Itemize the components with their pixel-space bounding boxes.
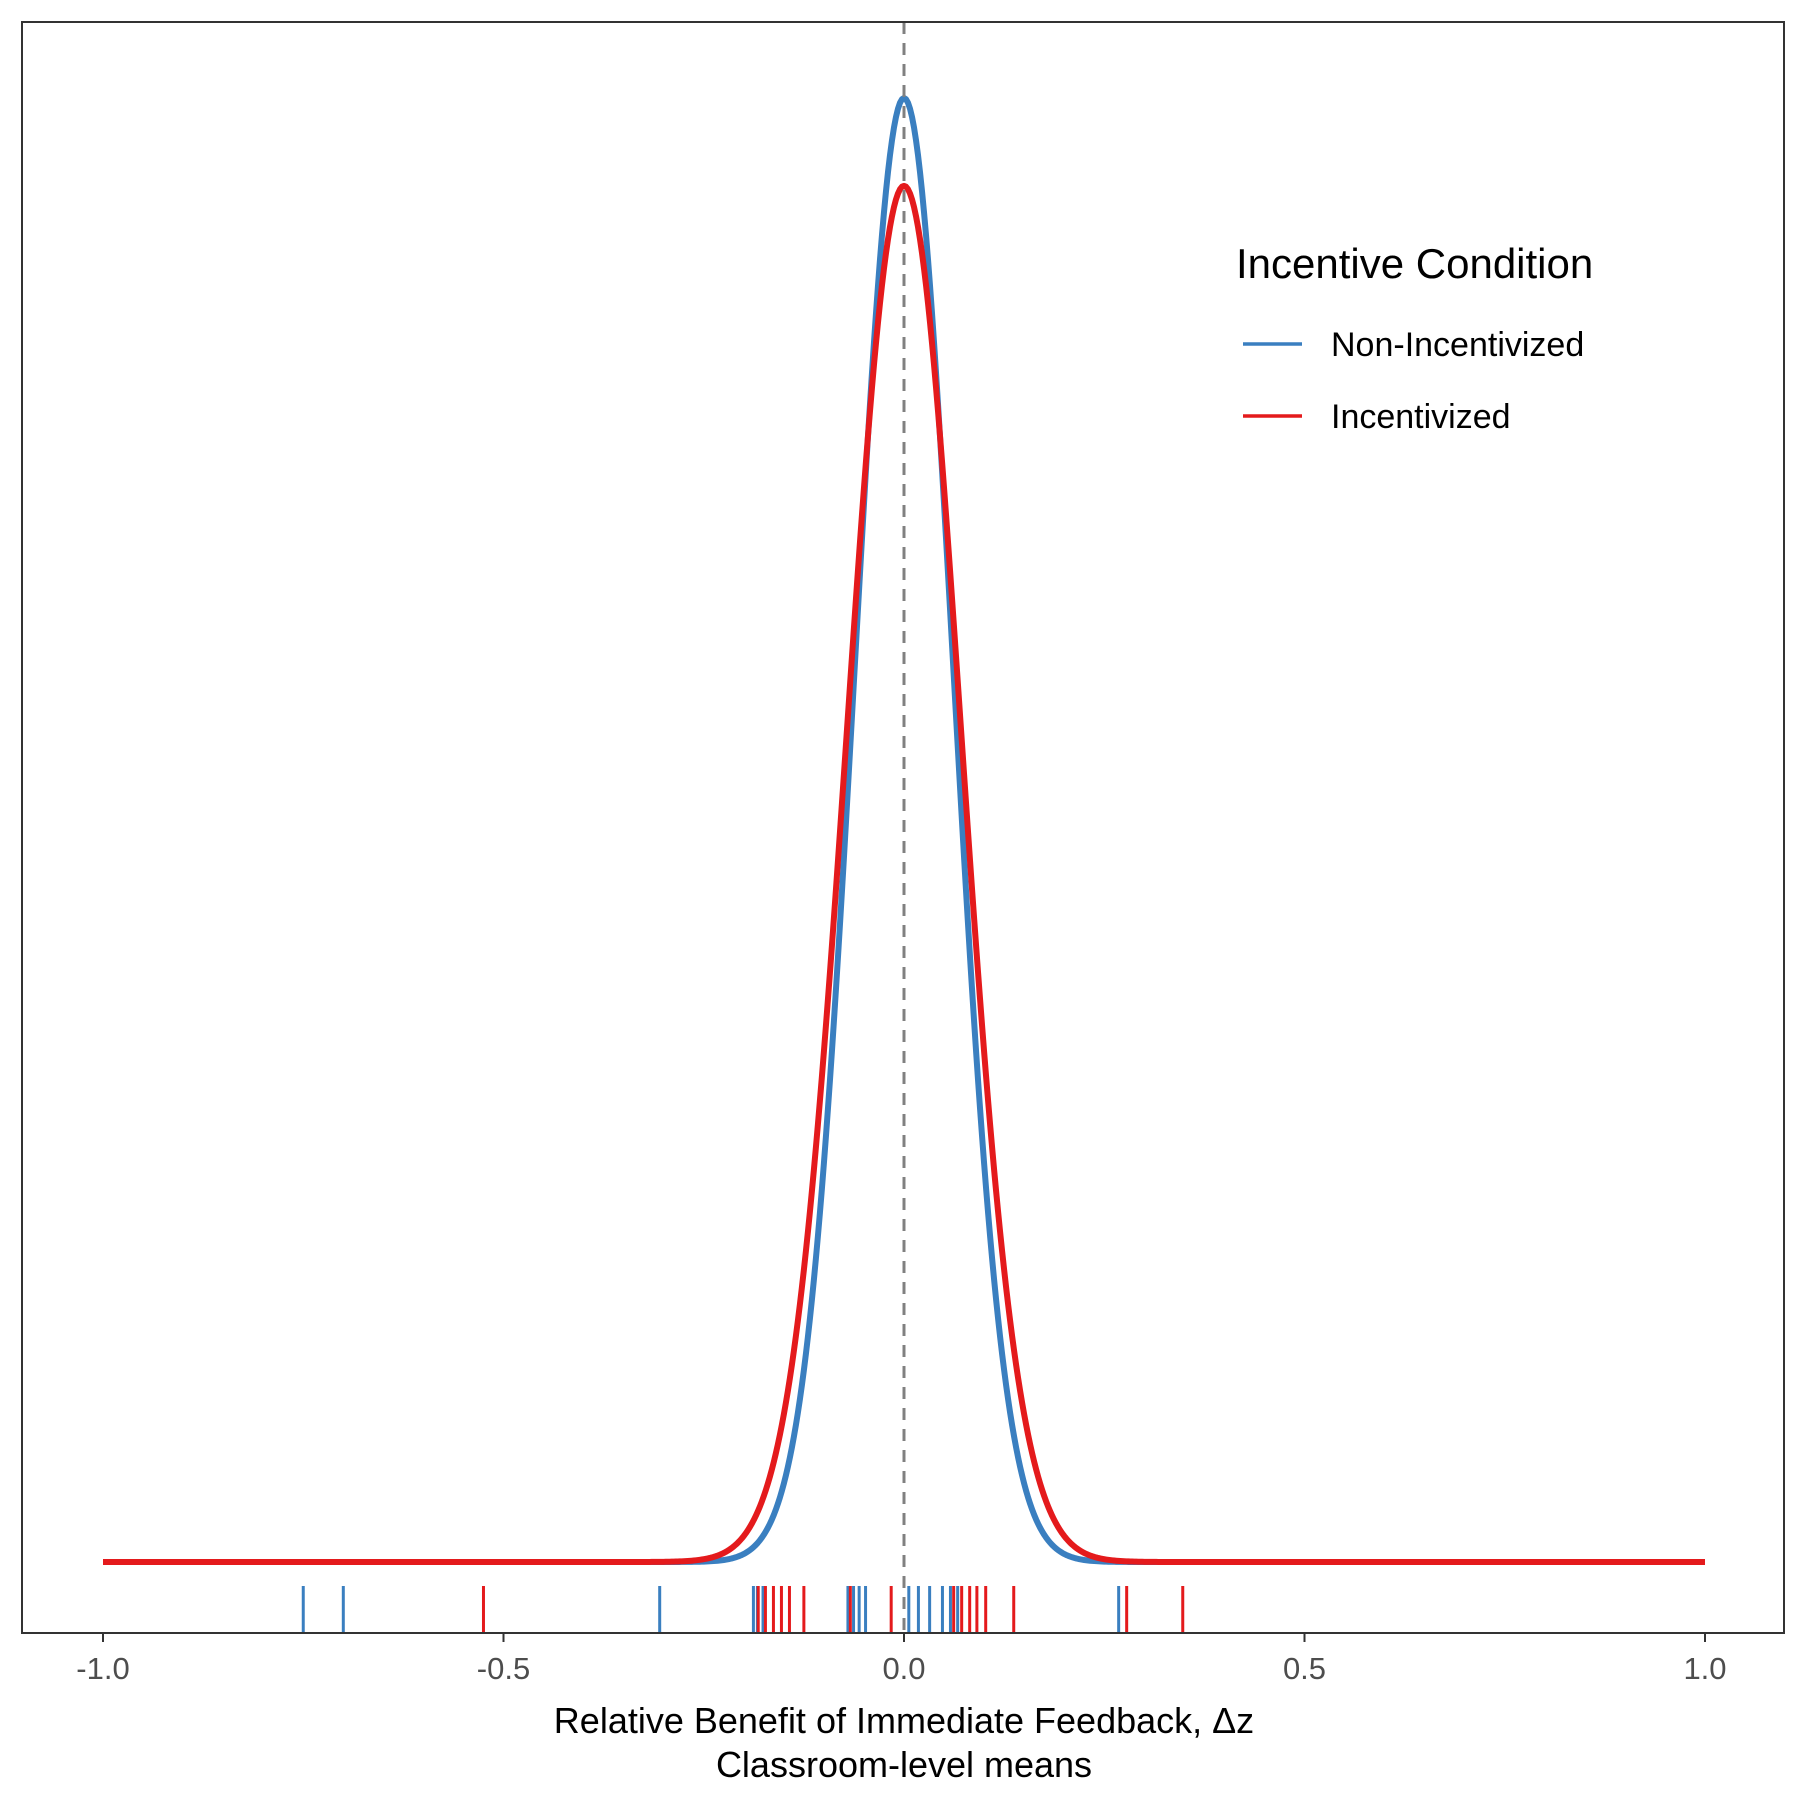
rug-marks bbox=[301, 1586, 1185, 1633]
x-tick-label: 1.0 bbox=[1683, 1651, 1726, 1686]
density-curves bbox=[102, 95, 1706, 1565]
density-line-incentivized bbox=[102, 182, 1706, 1565]
x-tick-label: -1.0 bbox=[76, 1651, 129, 1686]
legend-label-non-incentivized: Non-Incentivized bbox=[1331, 326, 1584, 364]
x-axis: -1.0 -0.5 0.0 0.5 1.0 bbox=[76, 1633, 1727, 1686]
legend-title: Incentive Condition bbox=[1236, 240, 1593, 287]
x-axis-title: Relative Benefit of Immediate Feedback, … bbox=[554, 1700, 1254, 1741]
x-tick-label: 0.5 bbox=[1283, 1651, 1326, 1686]
legend: Incentive Condition Non-Incentivized Inc… bbox=[1236, 240, 1593, 436]
x-tick-label: 0.0 bbox=[882, 1651, 925, 1686]
x-tick-label: -0.5 bbox=[477, 1651, 530, 1686]
x-axis-subtitle: Classroom-level means bbox=[716, 1744, 1092, 1785]
legend-label-incentivized: Incentivized bbox=[1331, 398, 1511, 436]
